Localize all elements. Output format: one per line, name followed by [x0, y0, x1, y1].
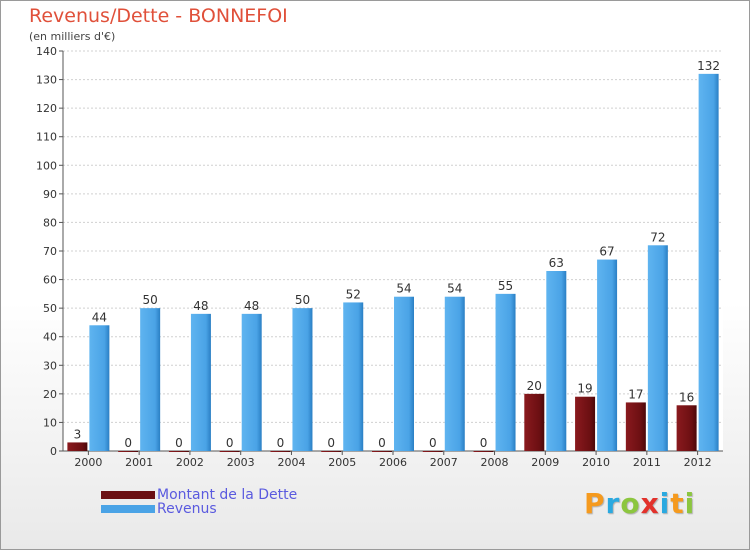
data-label-dette: 0 — [327, 436, 335, 450]
logo-letter: x — [640, 487, 660, 520]
bar-dette — [118, 451, 139, 452]
proxiti-logo: Proxiti — [584, 487, 695, 520]
bar-dette — [422, 451, 443, 452]
data-label-revenus: 50 — [143, 293, 158, 307]
bar-revenus — [698, 73, 719, 451]
data-label-revenus: 50 — [295, 293, 310, 307]
data-label-revenus: 44 — [92, 310, 107, 324]
y-tick-label: 60 — [43, 274, 57, 287]
bar-dette — [168, 451, 189, 452]
y-tick-label: 100 — [36, 159, 57, 172]
bar-revenus — [89, 325, 110, 451]
bar-dette — [321, 451, 342, 452]
data-label-dette: 20 — [527, 379, 542, 393]
y-tick-label: 30 — [43, 359, 57, 372]
y-tick-label: 20 — [43, 388, 57, 401]
x-tick-label: 2007 — [430, 456, 458, 469]
bar-revenus — [546, 271, 567, 451]
bar-revenus — [190, 313, 211, 451]
logo-letter: o — [620, 487, 641, 520]
data-label-revenus: 72 — [650, 230, 665, 244]
x-tick-label: 2012 — [684, 456, 712, 469]
data-label-dette: 17 — [628, 387, 643, 401]
bar-dette — [625, 402, 646, 451]
data-label-revenus: 55 — [498, 279, 513, 293]
legend-label-dette: Montant de la Dette — [157, 487, 298, 503]
data-label-revenus: 48 — [244, 299, 259, 313]
data-label-dette: 0 — [124, 436, 132, 450]
data-label-revenus: 52 — [346, 287, 361, 301]
data-label-dette: 0 — [277, 436, 285, 450]
bar-revenus — [394, 296, 414, 451]
x-tick-label: 2011 — [633, 456, 661, 469]
x-tick-label: 2009 — [531, 456, 559, 469]
y-tick-label: 130 — [36, 74, 57, 87]
bar-revenus — [444, 296, 465, 451]
data-label-revenus: 67 — [599, 245, 614, 259]
data-label-revenus: 63 — [549, 256, 564, 270]
data-label-revenus: 132 — [697, 59, 720, 73]
data-label-dette: 19 — [577, 382, 592, 396]
logo-letter: P — [584, 487, 606, 520]
bar-revenus — [343, 302, 364, 451]
legend-item-dette: Montant de la Dette — [101, 487, 298, 503]
data-label-dette: 0 — [378, 436, 386, 450]
x-tick-label: 2008 — [481, 456, 509, 469]
bar-dette — [676, 405, 697, 451]
bar-revenus — [140, 308, 161, 451]
data-label-revenus: 48 — [193, 299, 208, 313]
x-tick-label: 2006 — [379, 456, 407, 469]
x-tick-label: 2002 — [176, 456, 204, 469]
y-tick-label: 40 — [43, 331, 57, 344]
chart-subtitle: (en milliers d'€) — [29, 30, 116, 43]
bar-revenus — [647, 245, 668, 451]
logo-letter: i — [684, 487, 696, 520]
bar-dette — [372, 451, 392, 452]
bar-dette — [575, 396, 596, 451]
data-label-dette: 0 — [429, 436, 437, 450]
x-tick-label: 2000 — [74, 456, 102, 469]
data-label-revenus: 54 — [447, 282, 462, 296]
bar-dette — [67, 442, 88, 451]
y-tick-label: 140 — [36, 45, 57, 58]
data-label-dette: 16 — [679, 390, 694, 404]
x-tick-label: 2004 — [277, 456, 305, 469]
x-tick-label: 2010 — [582, 456, 610, 469]
legend-label-revenus: Revenus — [157, 501, 217, 517]
data-label-dette: 0 — [226, 436, 234, 450]
y-tick-label: 80 — [43, 216, 57, 229]
legend-swatch-revenus — [101, 505, 155, 513]
y-tick-label: 110 — [36, 131, 57, 144]
bar-dette — [473, 451, 494, 452]
y-tick-label: 10 — [43, 416, 57, 429]
bar-revenus — [597, 259, 618, 451]
legend-swatch-dette — [101, 491, 155, 499]
data-label-dette: 0 — [480, 436, 488, 450]
data-label-revenus: 54 — [396, 282, 411, 296]
bar-revenus — [292, 308, 313, 451]
legend-item-revenus: Revenus — [101, 501, 217, 517]
y-tick-label: 50 — [43, 302, 57, 315]
bar-dette — [219, 451, 240, 452]
logo-letter: t — [670, 487, 685, 520]
bar-revenus — [241, 313, 262, 451]
data-label-dette: 0 — [175, 436, 183, 450]
data-label-dette: 3 — [74, 427, 82, 441]
y-tick-label: 90 — [43, 188, 57, 201]
chart-title: Revenus/Dette - BONNEFOI — [29, 5, 288, 27]
logo-letter: i — [659, 487, 671, 520]
x-tick-label: 2003 — [227, 456, 255, 469]
bar-dette — [270, 451, 291, 452]
bar-dette — [524, 393, 545, 451]
bar-revenus — [495, 293, 516, 451]
x-tick-label: 2005 — [328, 456, 356, 469]
y-tick-label: 0 — [50, 445, 57, 458]
x-tick-label: 2001 — [125, 456, 153, 469]
logo-letter: r — [605, 487, 621, 520]
y-tick-label: 120 — [36, 102, 57, 115]
y-tick-label: 70 — [43, 245, 57, 258]
